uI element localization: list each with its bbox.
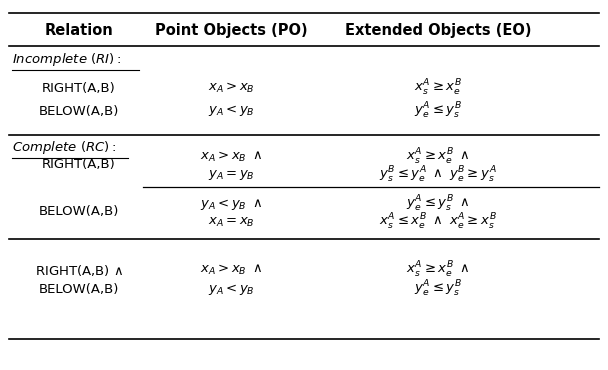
Text: $\it{Incomplete\ (RI):}$: $\it{Incomplete\ (RI):}$ bbox=[12, 51, 122, 68]
Text: $x_A > x_B$: $x_A > x_B$ bbox=[208, 81, 254, 95]
Text: $y_A < y_B$: $y_A < y_B$ bbox=[208, 282, 254, 297]
Text: $x_s^A \geq x_e^B\ \wedge$: $x_s^A \geq x_e^B\ \wedge$ bbox=[406, 147, 469, 167]
Text: BELOW(A,B): BELOW(A,B) bbox=[39, 205, 119, 218]
Text: $y_e^A \leq y_s^B\ \wedge$: $y_e^A \leq y_s^B\ \wedge$ bbox=[406, 194, 469, 214]
Text: RIGHT(A,B): RIGHT(A,B) bbox=[42, 158, 116, 171]
Text: $x_s^A \geq x_e^B\ \wedge$: $x_s^A \geq x_e^B\ \wedge$ bbox=[406, 260, 469, 280]
Text: $x_A > x_B\ \wedge$: $x_A > x_B\ \wedge$ bbox=[200, 150, 262, 164]
Text: $y_A < y_B\ \wedge$: $y_A < y_B\ \wedge$ bbox=[200, 197, 262, 212]
Text: $y_e^A \leq y_s^B$: $y_e^A \leq y_s^B$ bbox=[414, 101, 461, 121]
Text: RIGHT(A,B): RIGHT(A,B) bbox=[42, 81, 116, 95]
Text: $x_A > x_B\ \wedge$: $x_A > x_B\ \wedge$ bbox=[200, 263, 262, 277]
Text: $y_A = y_B$: $y_A = y_B$ bbox=[208, 168, 254, 182]
Text: $\it{Complete\ (RC):}$: $\it{Complete\ (RC):}$ bbox=[12, 139, 117, 157]
Text: $x_A = x_B$: $x_A = x_B$ bbox=[208, 215, 254, 229]
Text: BELOW(A,B): BELOW(A,B) bbox=[39, 104, 119, 118]
Text: $x_s^A \geq x_e^B$: $x_s^A \geq x_e^B$ bbox=[414, 78, 461, 98]
Text: $y_A < y_B$: $y_A < y_B$ bbox=[208, 104, 254, 118]
Text: RIGHT(A,B) $\wedge$: RIGHT(A,B) $\wedge$ bbox=[35, 263, 123, 278]
Text: Relation: Relation bbox=[44, 23, 114, 38]
Text: $x_s^A \leq x_e^B\ \wedge\ x_e^A \geq x_s^B$: $x_s^A \leq x_e^B\ \wedge\ x_e^A \geq x_… bbox=[379, 212, 497, 232]
Text: BELOW(A,B): BELOW(A,B) bbox=[39, 283, 119, 296]
Text: Point Objects (PO): Point Objects (PO) bbox=[154, 23, 308, 38]
Text: $y_e^A \leq y_s^B$: $y_e^A \leq y_s^B$ bbox=[414, 279, 461, 299]
Text: Extended Objects (EO): Extended Objects (EO) bbox=[345, 23, 531, 38]
Text: $y_s^B \leq y_e^A\ \wedge\ y_e^B \geq y_s^A$: $y_s^B \leq y_e^A\ \wedge\ y_e^B \geq y_… bbox=[379, 165, 497, 185]
